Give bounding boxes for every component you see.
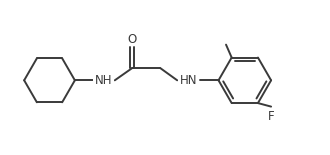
Text: O: O — [127, 33, 137, 46]
Text: F: F — [268, 110, 275, 123]
Text: HN: HN — [180, 74, 197, 87]
Text: O: O — [127, 33, 137, 46]
Text: NH: NH — [95, 74, 113, 87]
